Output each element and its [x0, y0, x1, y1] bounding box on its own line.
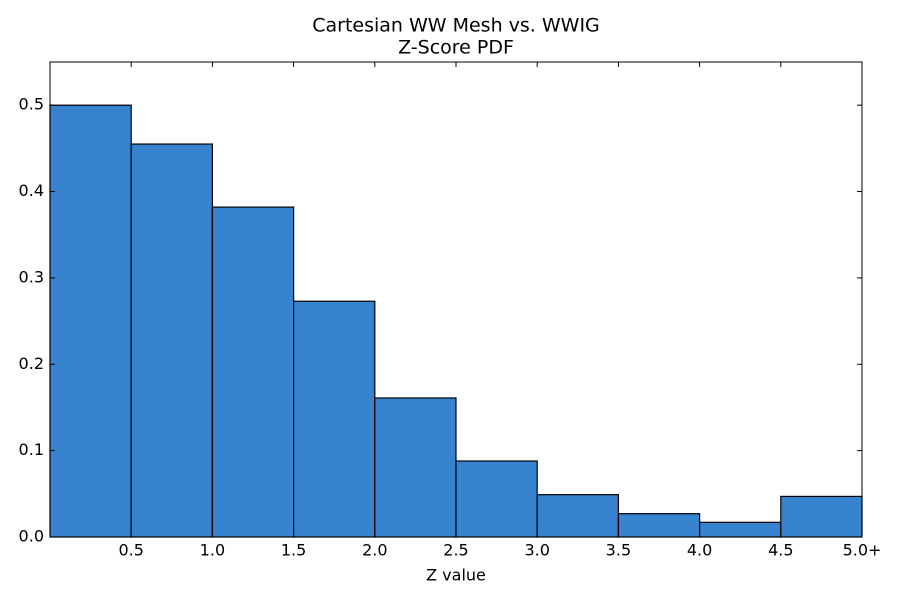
bar [49, 104, 132, 538]
bar [780, 495, 863, 538]
bar [211, 206, 295, 538]
y-tick-label: 0.2 [19, 354, 44, 373]
bar [374, 397, 457, 538]
bar [293, 300, 376, 538]
y-tick-label: 0.3 [19, 267, 44, 286]
bar [617, 513, 701, 538]
y-tick-label: 0.0 [19, 527, 44, 546]
x-axis-label: Z value [426, 566, 486, 585]
chart-subtitle: Z-Score PDF [398, 37, 514, 59]
x-tick-label: 1.0 [200, 541, 225, 560]
x-tick-label: 3.0 [524, 541, 549, 560]
bar [536, 494, 620, 538]
x-tick-label: 3.5 [606, 541, 631, 560]
x-tick-label: 4.5 [768, 541, 793, 560]
x-tick-label: 5.0+ [843, 541, 882, 560]
chart-title: Cartesian WW Mesh vs. WWIG [312, 15, 600, 37]
x-tick-label: 1.5 [281, 541, 306, 560]
y-tick-label: 0.4 [19, 181, 44, 200]
y-tick-label: 0.1 [19, 440, 44, 459]
bar [455, 460, 538, 538]
x-tick-label: 4.0 [687, 541, 712, 560]
x-tick-label: 2.5 [443, 541, 468, 560]
x-tick-label: 0.5 [118, 541, 143, 560]
x-tick-label: 2.0 [362, 541, 387, 560]
bar [130, 143, 213, 538]
bar [698, 521, 782, 538]
y-tick-label: 0.5 [19, 95, 44, 114]
